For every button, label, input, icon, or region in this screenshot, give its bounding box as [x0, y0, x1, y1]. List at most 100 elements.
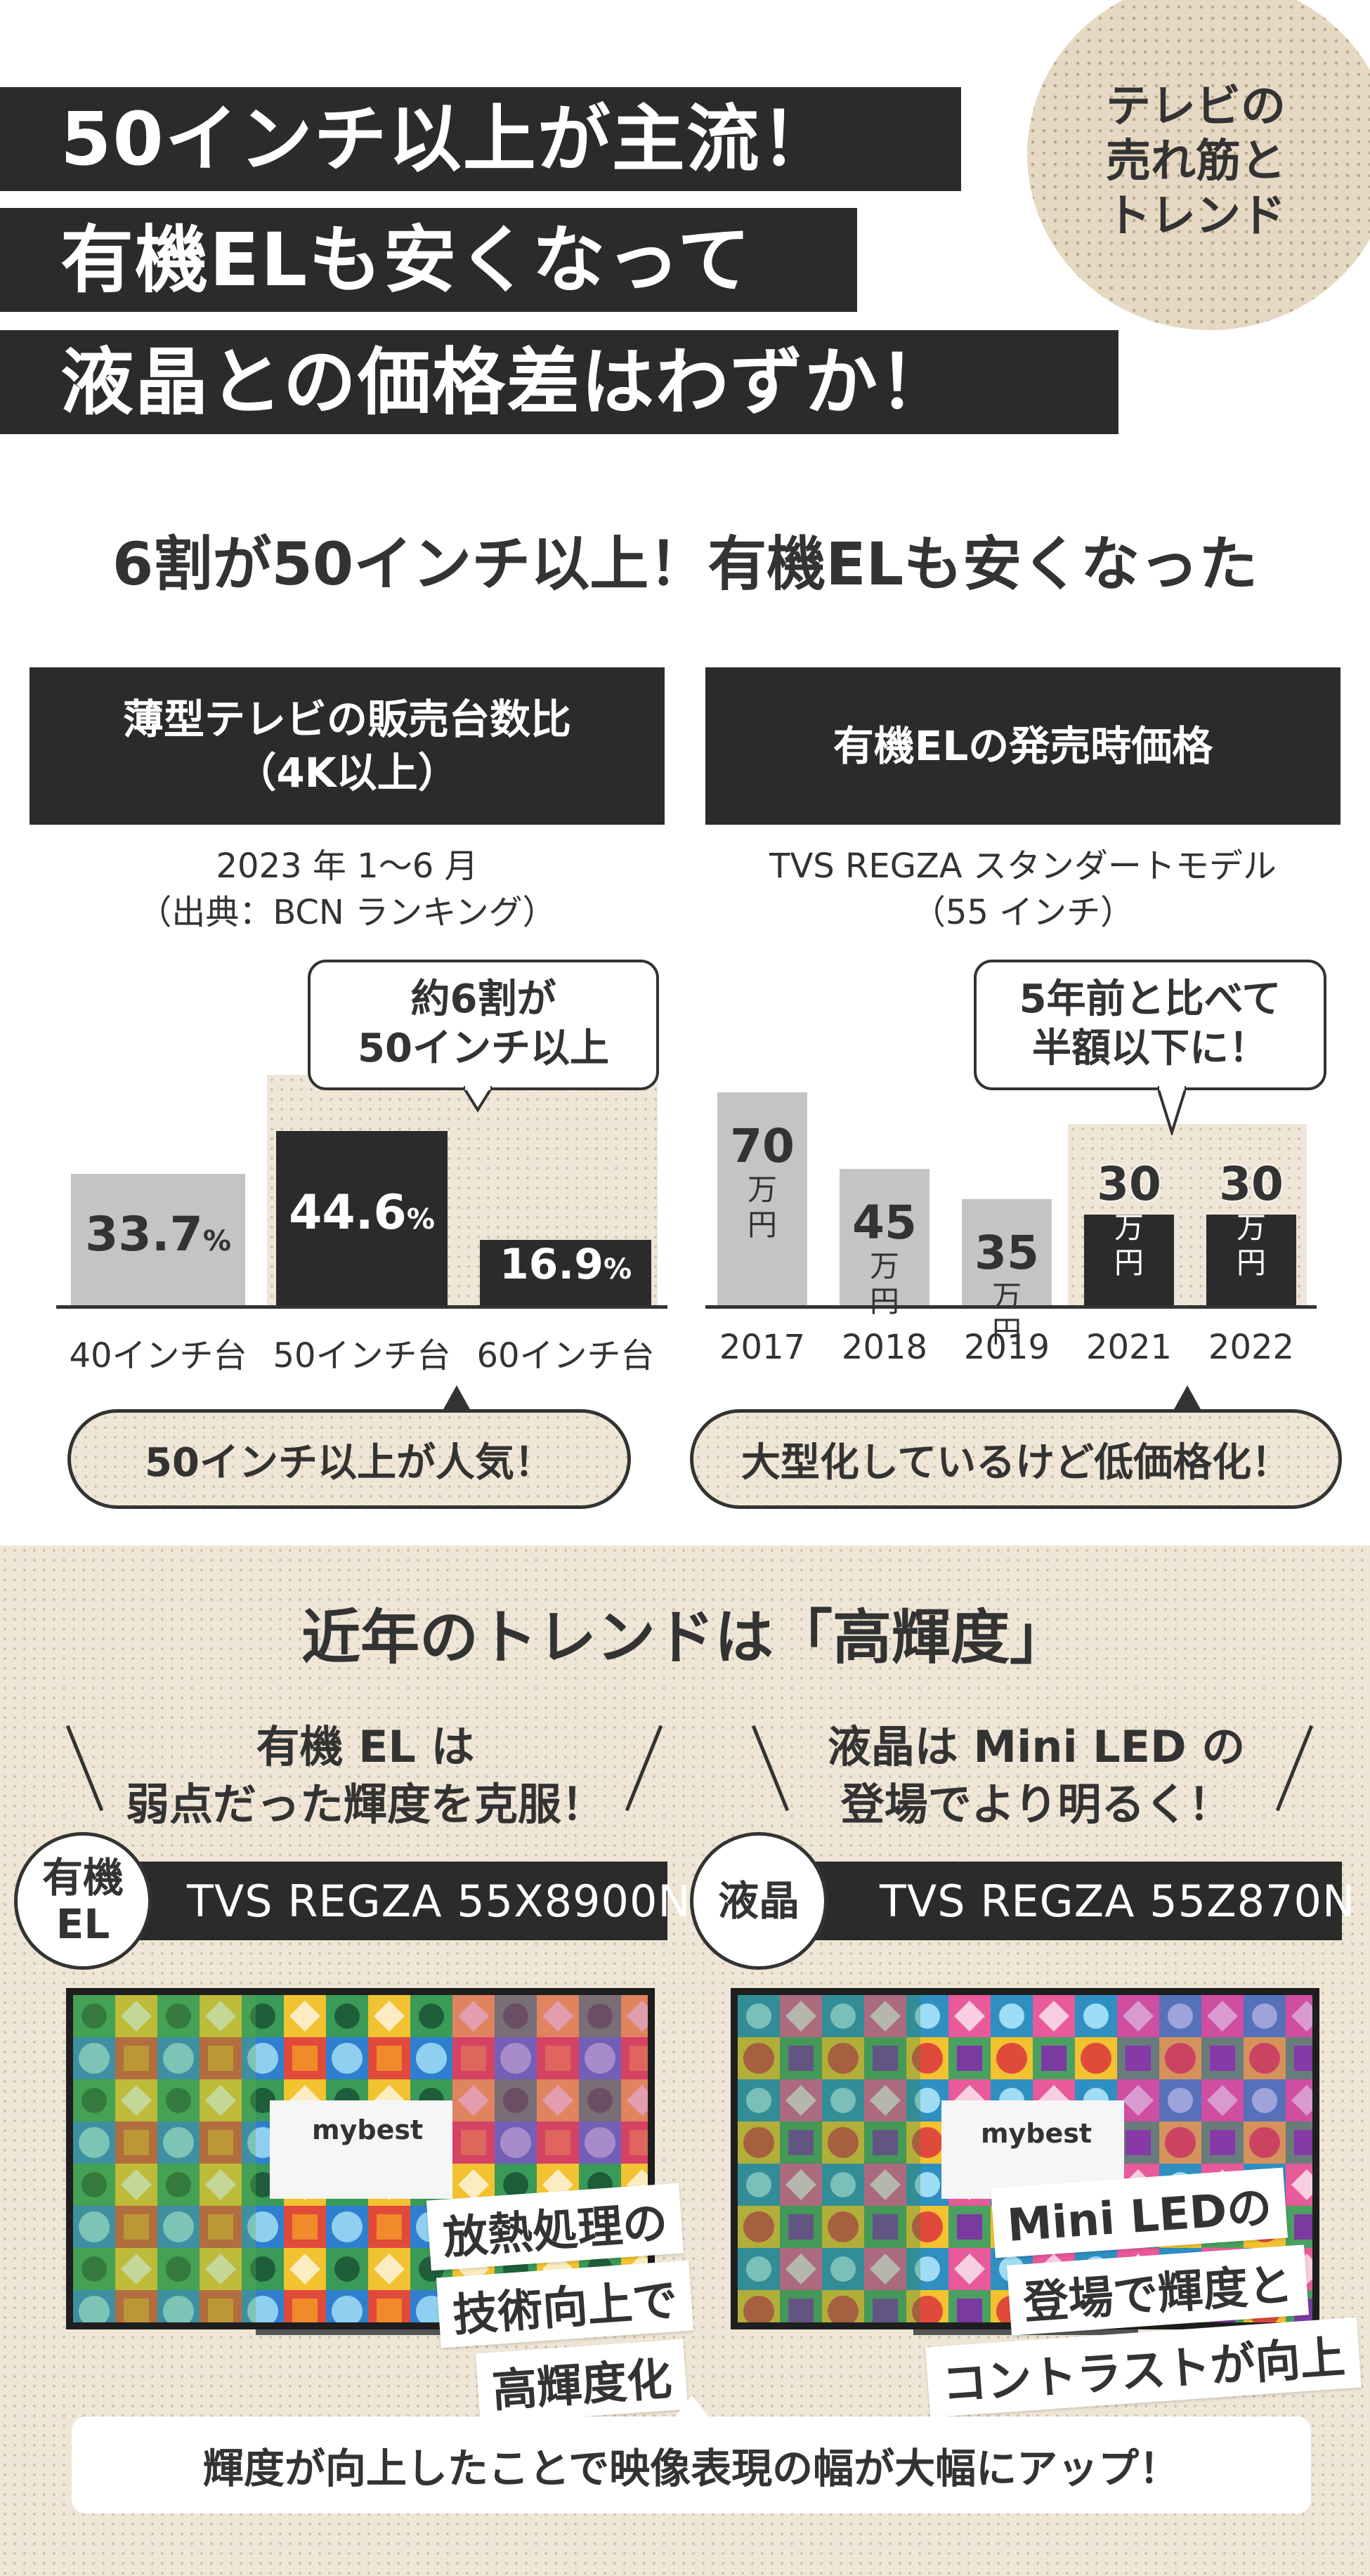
chart2-value-4: 30 万円 — [1084, 1158, 1174, 1281]
right-caption: 液晶は Mini LED の 登場でより明るく！ — [780, 1718, 1293, 1833]
chart2-value-unit-3-2: 円 — [991, 1314, 1022, 1349]
chart1-subtitle-line-1: 2023 年 1〜6 月 — [216, 846, 478, 886]
chart2-value-5: 30 万円 — [1206, 1158, 1296, 1281]
chart1-bar-1 — [71, 1174, 245, 1307]
right-tv-logo: mybest — [980, 2118, 1092, 2149]
chart2-tick-4: 2021 — [1085, 1328, 1173, 1367]
chart1-bar-2 — [276, 1131, 448, 1307]
chart1-bar-3 — [480, 1240, 651, 1307]
headline-line-2: 有機ELも安くなって — [0, 208, 857, 312]
chart2-subtitle: TVS REGZA スタンダートモデル （55 インチ） — [705, 843, 1340, 936]
right-caption-line-2: 登場でより明るく！ — [840, 1779, 1232, 1830]
chart1-tick-2: 50インチ台 — [273, 1336, 451, 1375]
chart1-tick-1: 40インチ台 — [69, 1336, 247, 1375]
chart1-note-pointer — [443, 1385, 471, 1411]
right-model-label: TVS REGZA 55Z870N — [759, 1862, 1355, 1940]
chart1-value-number-3: 16.9 — [499, 1239, 604, 1289]
chart2-callout-line-1: 5年前と比べて — [1019, 976, 1281, 1022]
chart2-value-number-5: 30 — [1219, 1157, 1284, 1211]
chart1-title-line-2: （4K以上） — [235, 749, 459, 797]
chart2-callout-line-2: 半額以下に！ — [1032, 1026, 1268, 1071]
left-tag-3: 高輝度化 — [475, 2339, 689, 2424]
left-tag-1: 放熱処理の — [426, 2183, 684, 2271]
left-tv-logo: mybest — [312, 2114, 424, 2145]
badge-line-2: 売れ筋と — [1106, 136, 1286, 188]
left-type-line-2: EL — [56, 1900, 110, 1948]
right-tag-1: Mini LEDの — [990, 2167, 1288, 2258]
left-caption-line-2: 弱点だった輝度を克服！ — [125, 1779, 605, 1830]
left-model-name: TVS REGZA 55X8900N — [187, 1875, 691, 1927]
chart2-bar-5 — [1206, 1215, 1296, 1307]
left-model-label: TVS REGZA 55X8900N — [84, 1862, 691, 1940]
right-type-badge: 液晶 — [690, 1832, 828, 1970]
chart1-plot: 33.7% 44.6% 16.9% — [56, 1075, 667, 1310]
chart1-axis-line — [56, 1305, 667, 1309]
chart1-title-line-1: 薄型テレビの販売台数比 — [122, 695, 571, 743]
left-type-line-1: 有機 — [41, 1854, 124, 1902]
right-tag-2: 登場で輝度と — [1007, 2244, 1309, 2336]
chart1-callout-line-2: 50インチ以上 — [358, 1026, 609, 1071]
chart2-value-number-2: 45 — [852, 1196, 917, 1250]
chart1-callout-line-1: 約6割が — [410, 976, 556, 1022]
chart2-value-unit-2-1: 万 — [869, 1249, 899, 1283]
chart1-value-2: 44.6% — [276, 1185, 448, 1241]
right-type-line-1: 液晶 — [717, 1877, 800, 1925]
chart2-value-2: 45 万円 — [840, 1197, 929, 1319]
chart2-tick-3: 2019 — [963, 1328, 1050, 1367]
chart2-bar-3 — [962, 1199, 1052, 1307]
chart1-value-unit-1: % — [202, 1224, 231, 1257]
footer-message: 輝度が向上したことで映像表現の幅が大幅にアップ！ — [72, 2417, 1311, 2513]
chart2-value-unit-3-1: 万 — [991, 1279, 1022, 1314]
chart2-subtitle-line-2: （55 インチ） — [911, 893, 1135, 932]
right-tag-3: コントラストが向上 — [925, 2317, 1362, 2418]
chart2-subtitle-line-1: TVS REGZA スタンダートモデル — [769, 846, 1277, 886]
chart1-value-3: 16.9% — [480, 1240, 651, 1289]
chart1-tick-3: 60インチ台 — [476, 1336, 655, 1375]
chart2-tick-1: 2017 — [719, 1328, 806, 1367]
right-tags: Mini LEDの 登場で輝度と コントラストが向上 — [925, 2167, 1363, 2418]
chart2-bar-2 — [840, 1169, 929, 1307]
chart2-tick-2: 2018 — [841, 1328, 928, 1367]
chart2-value-unit-1-2: 円 — [747, 1208, 777, 1242]
footer-pointer — [674, 2395, 710, 2418]
chart2-value-number-3: 35 — [974, 1226, 1039, 1280]
left-tag-2: 技術向上で — [436, 2260, 694, 2348]
chart2-value-unit-4-2: 円 — [1114, 1245, 1144, 1280]
chart2-value-unit-5-1: 万 — [1236, 1210, 1266, 1245]
right-caption-line-1: 液晶は Mini LED の — [827, 1721, 1246, 1772]
left-tv-bezel — [66, 1988, 655, 2329]
chart1-subtitle: 2023 年 1〜6 月 （出典：BCN ランキング） — [30, 843, 665, 936]
chart2-value-unit-4-1: 万 — [1114, 1210, 1144, 1245]
chart2-value-unit-1-1: 万 — [747, 1172, 777, 1207]
left-tags: 放熱処理の 技術向上で 高輝度化 — [422, 2183, 703, 2424]
chart2-value-unit-5-2: 円 — [1236, 1245, 1266, 1280]
section2-title: 近年のトレンドは「高輝度」 — [301, 1603, 1069, 1672]
chart2-callout: 5年前と比べて 半額以下に！ — [974, 960, 1326, 1090]
section1-title: 6割が50インチ以上！有機ELも安くなった — [112, 530, 1258, 599]
chart2-value-unit-2-2: 円 — [869, 1284, 899, 1319]
chart2-note-pointer — [1173, 1385, 1201, 1411]
chart1-subtitle-line-2: （出典：BCN ランキング） — [138, 893, 556, 932]
left-type-badge: 有機 EL — [14, 1832, 152, 1970]
chart1-note: 50インチ以上が人気！ — [67, 1409, 631, 1509]
left-tv-screen — [73, 1995, 648, 2322]
left-tv: mybest — [66, 1988, 655, 2335]
chart1-value-1: 33.7% — [71, 1207, 245, 1262]
left-caption: 有機 EL は 弱点だった輝度を克服！ — [105, 1718, 625, 1833]
chart1-value-number-2: 44.6 — [289, 1185, 407, 1241]
chart2-bar-4 — [1084, 1215, 1174, 1307]
chart1-callout-pointer — [464, 1086, 492, 1113]
chart2-note: 大型化しているけど低価格化！ — [690, 1409, 1342, 1509]
chart1-value-unit-2: % — [406, 1203, 435, 1236]
chart2-title: 有機ELの発売時価格 — [705, 667, 1340, 825]
left-caption-line-1: 有機 EL は — [256, 1721, 475, 1772]
chart2-value-3: 35 万円 — [962, 1227, 1052, 1349]
chart1-title: 薄型テレビの販売台数比 （4K以上） — [30, 667, 665, 825]
right-model-name: TVS REGZA 55Z870N — [880, 1875, 1356, 1927]
topic-badge: テレビの 売れ筋と トレンド — [1027, 0, 1370, 330]
chart1-x-axis: 40インチ台 50インチ台 60インチ台 — [56, 1328, 667, 1377]
badge-line-3: トレンド — [1106, 190, 1286, 242]
chart2-callout-pointer — [1158, 1086, 1186, 1135]
badge-line-1: テレビの — [1106, 81, 1286, 133]
chart2-x-axis: 2017 2018 2019 2021 2022 — [705, 1328, 1317, 1377]
